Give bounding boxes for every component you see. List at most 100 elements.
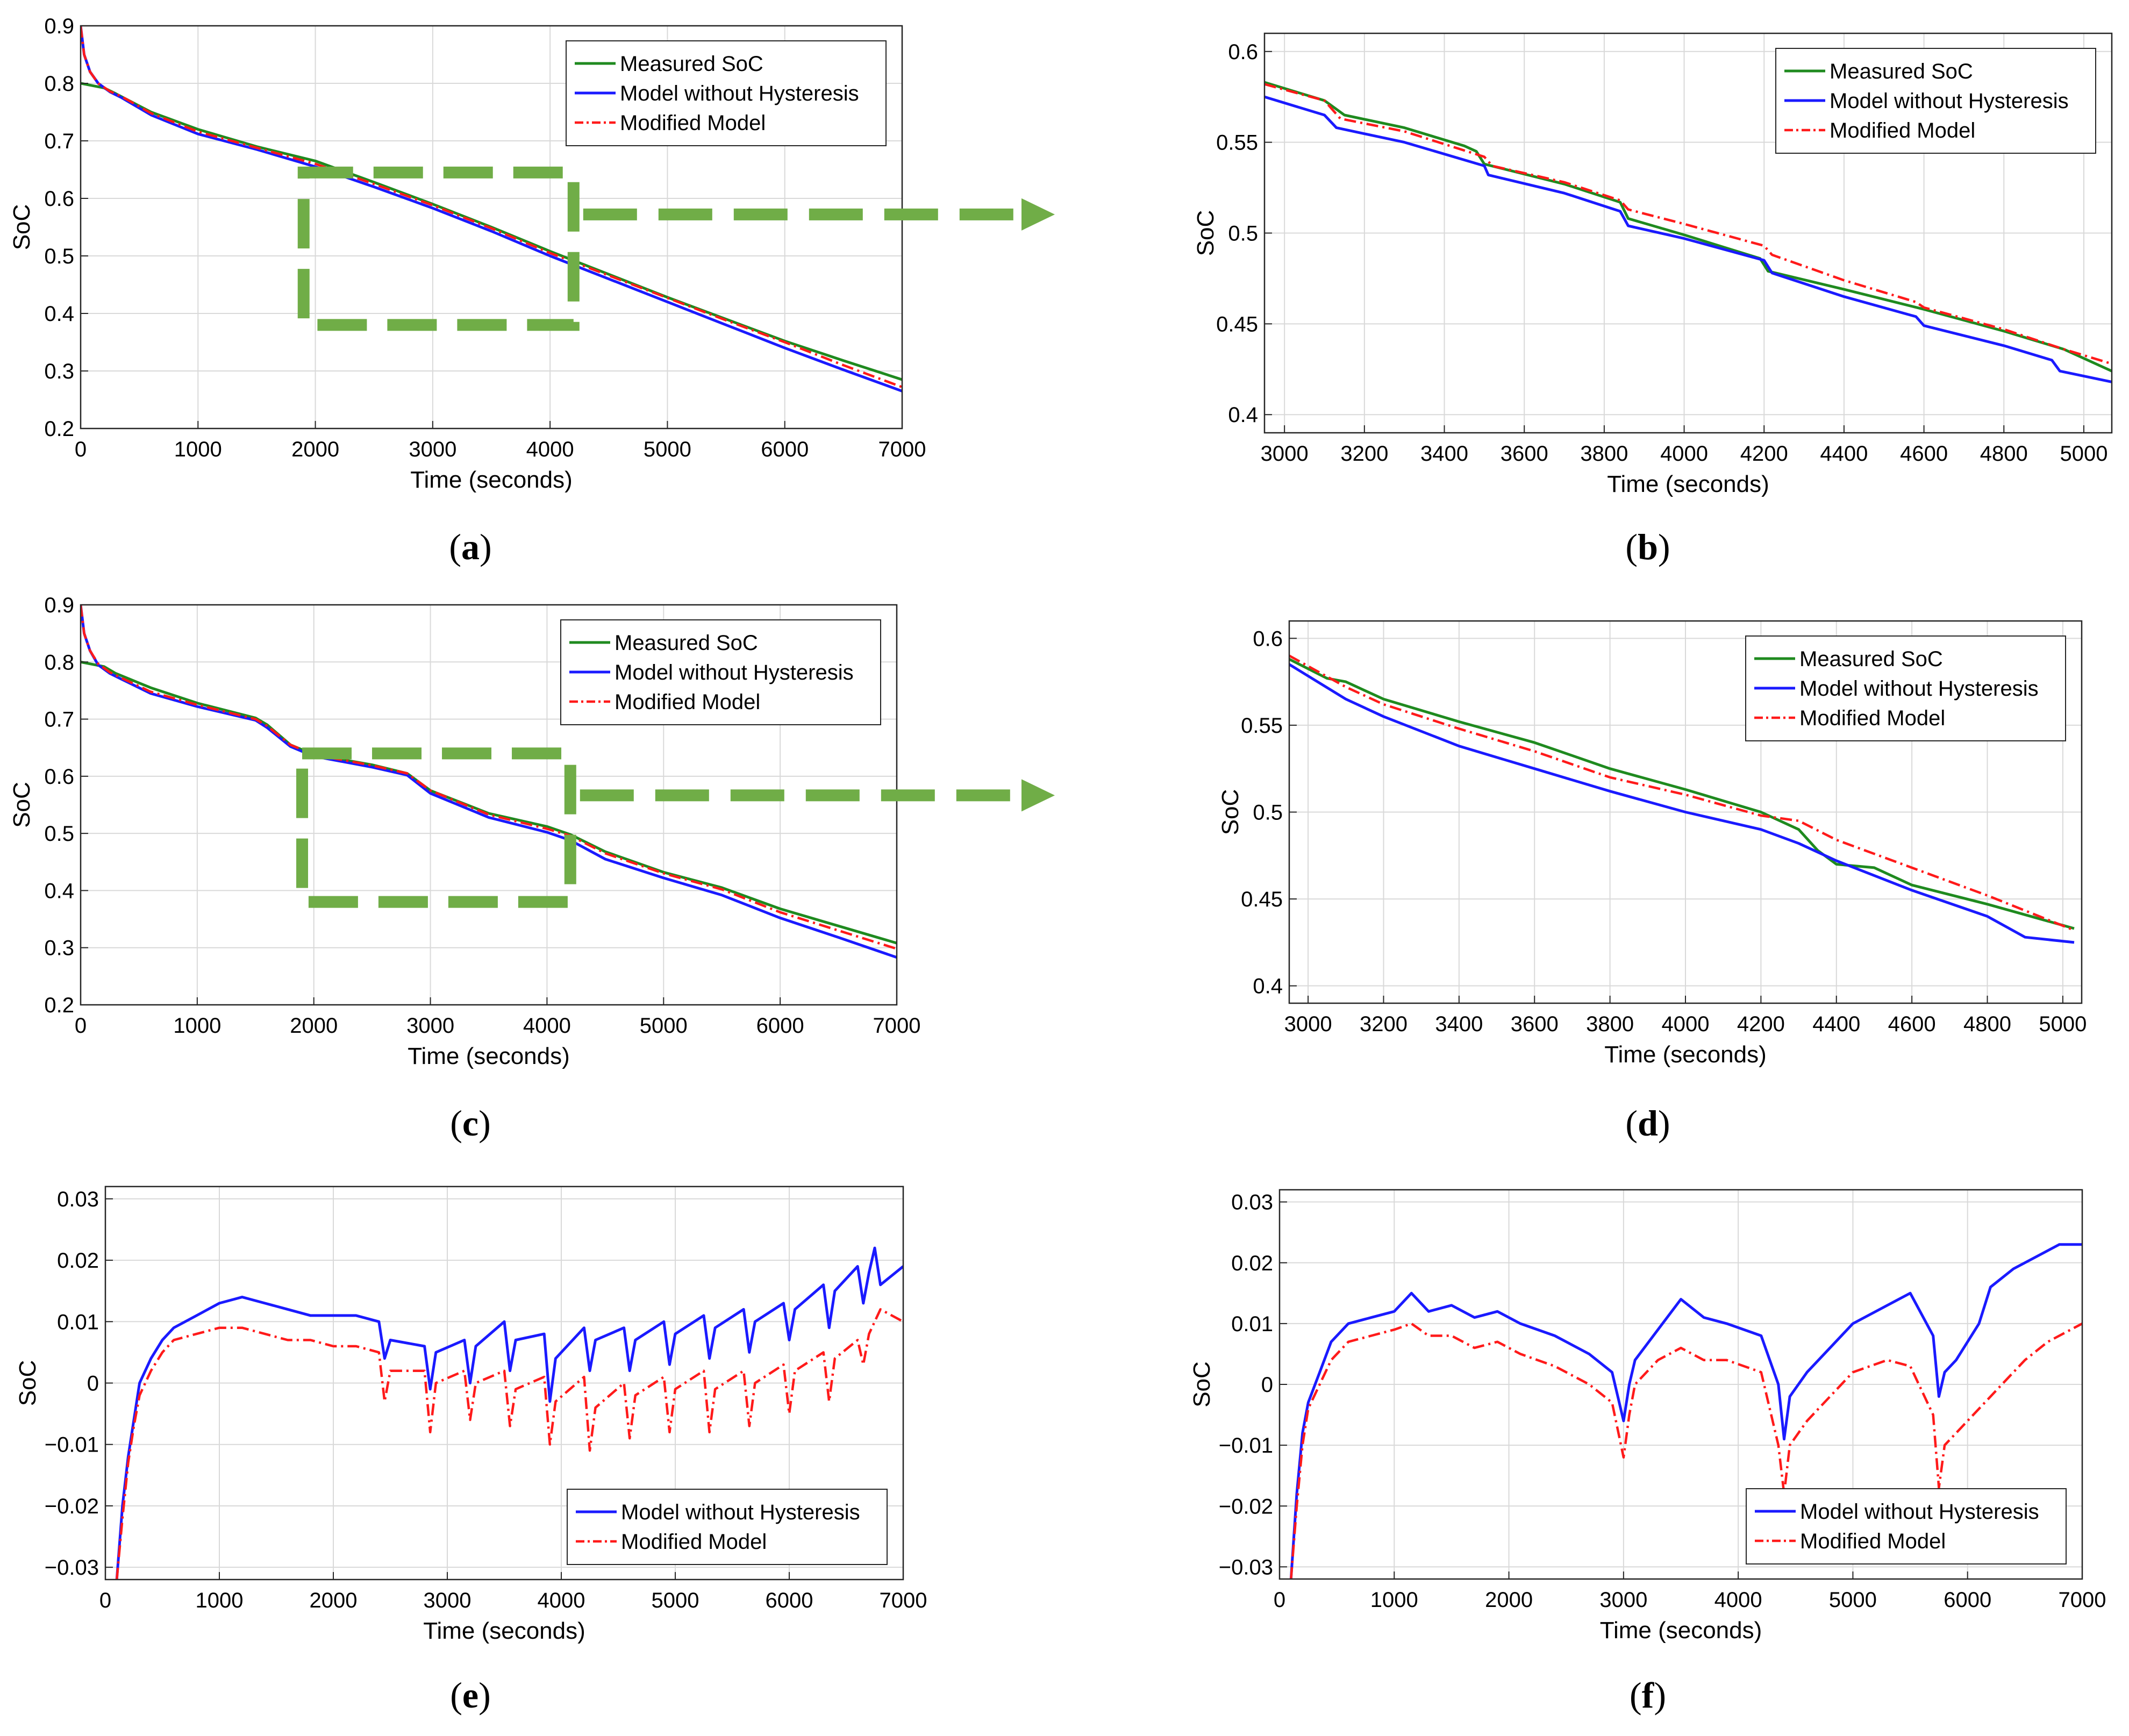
x-tick-label: 4200 xyxy=(1740,442,1788,466)
legend-box xyxy=(1745,635,2066,741)
y-tick-label: −0.01 xyxy=(1219,1434,1273,1458)
series-line-modified xyxy=(1264,83,2112,365)
x-tick-label: 0 xyxy=(99,1589,111,1612)
legend: Measured SoC Model without Hysteresis Modi… xyxy=(566,40,887,146)
panel-caption-b: (b) xyxy=(1625,526,1670,567)
legend-label: Model without Hysteresis xyxy=(1800,1500,2039,1524)
x-tick-label: 2000 xyxy=(1485,1588,1533,1612)
panel-f: 0 1000 2000 3000 4000 5000 6000 7000 −0.03 −0.02 −… xyxy=(1189,1189,2106,1644)
legend-label: Modified Model xyxy=(1800,1530,1946,1553)
y-tick-label: 0.4 xyxy=(1228,403,1258,427)
y-tick-label: 0.4 xyxy=(44,302,74,326)
caption-close-paren: ) xyxy=(478,1103,491,1144)
y-tick-label: 0.2 xyxy=(44,994,74,1017)
y-tick-label: 0.5 xyxy=(44,245,74,268)
x-tick-label: 6000 xyxy=(761,438,809,461)
caption-letter: b xyxy=(1638,526,1658,567)
x-tick-label: 4600 xyxy=(1900,442,1948,466)
legend-label: Modified Model xyxy=(620,111,766,135)
y-tick-label: 0.45 xyxy=(1216,312,1258,336)
y-tick-label: 0.01 xyxy=(1231,1312,1273,1336)
panel-b: 3000 3200 3400 3600 3800 4000 4200 4400 4600 4800… xyxy=(1192,32,2113,497)
x-tick-label: 6000 xyxy=(756,1014,804,1038)
x-tick-label: 3000 xyxy=(406,1014,454,1038)
x-tick-label: 3200 xyxy=(1340,442,1388,466)
legend-label: Model without Hysteresis xyxy=(1799,677,2039,701)
series-group xyxy=(115,1246,903,1580)
x-tick-label: 4800 xyxy=(1963,1012,2011,1036)
caption-open-paren: ( xyxy=(450,1675,462,1716)
y-tick-label: 0.45 xyxy=(1241,888,1283,911)
x-tick-label: 3400 xyxy=(1435,1012,1483,1036)
legend-box xyxy=(1746,1488,2067,1564)
x-tick-label: 1000 xyxy=(196,1589,244,1612)
caption-letter: c xyxy=(462,1103,478,1144)
y-tick-label: 0.8 xyxy=(44,651,74,674)
legend-label: Measured SoC xyxy=(620,52,763,76)
panel-caption-d: (d) xyxy=(1625,1103,1670,1144)
x-tick-label: 3600 xyxy=(1511,1012,1559,1036)
y-tick-label: 0 xyxy=(1261,1373,1273,1397)
x-tick-label: 3400 xyxy=(1420,442,1468,466)
y-tick-label: 0 xyxy=(87,1372,99,1396)
panel-d: 3000 3200 3400 3600 3800 4000 4200 4400 4600 4800… xyxy=(1217,620,2087,1068)
legend-label: Model without Hysteresis xyxy=(621,1501,860,1524)
x-tick-label: 6000 xyxy=(766,1589,813,1612)
x-tick-label: 4400 xyxy=(1812,1012,1860,1036)
series-group xyxy=(1264,81,2112,383)
x-tick-label: 3200 xyxy=(1360,1012,1408,1036)
panel-caption-e: (e) xyxy=(450,1675,491,1716)
x-tick-label: 5000 xyxy=(652,1589,699,1612)
axes-frame xyxy=(80,604,898,1006)
y-tick-label: 0.5 xyxy=(1228,222,1258,246)
y-tick-label: 0.01 xyxy=(57,1310,99,1334)
x-tick-label: 3000 xyxy=(424,1589,471,1612)
x-tick-label: 4000 xyxy=(1662,1012,1710,1036)
x-tick-label: 4600 xyxy=(1888,1012,1936,1036)
caption-close-paren: ) xyxy=(1658,1103,1670,1144)
x-tick-label: 0 xyxy=(75,438,87,461)
x-tick-label: 4000 xyxy=(538,1589,585,1612)
x-tick-label: 5000 xyxy=(1829,1588,1877,1612)
x-tick-label: 3000 xyxy=(1261,442,1309,466)
series-line-measured xyxy=(1289,658,2075,930)
x-tick-label: 3800 xyxy=(1586,1012,1634,1036)
y-tick-label: 0.6 xyxy=(44,187,74,211)
x-tick-label: 7000 xyxy=(878,438,926,461)
y-tick-label: −0.02 xyxy=(45,1495,99,1518)
legend: Measured SoC Model without Hysteresis Modi… xyxy=(560,619,881,725)
x-tick-label: 1000 xyxy=(174,438,222,461)
legend: Measured SoC Model without Hysteresis Modi… xyxy=(1775,48,2096,154)
legend-label: Measured SoC xyxy=(1830,60,1973,83)
y-axis-label: SoC xyxy=(9,782,35,828)
caption-open-paren: ( xyxy=(449,526,461,567)
panel-caption-f: (f) xyxy=(1630,1675,1666,1716)
y-axis-label: SoC xyxy=(1189,1361,1215,1408)
caption-letter: a xyxy=(461,526,480,567)
axes-frame xyxy=(80,25,903,430)
x-tick-label: 3000 xyxy=(1599,1588,1647,1612)
legend-box xyxy=(1775,48,2096,154)
x-tick-label: 2000 xyxy=(310,1589,358,1612)
x-tick-label: 4200 xyxy=(1737,1012,1785,1036)
x-tick-label: 5000 xyxy=(640,1014,688,1038)
series-line-modified xyxy=(115,1308,903,1580)
series-group xyxy=(1289,654,2075,944)
legend-label: Modified Model xyxy=(1799,706,1945,730)
legend: Model without Hysteresis Modified Model xyxy=(1746,1488,2067,1564)
y-tick-label: 0.5 xyxy=(1253,801,1283,825)
x-axis-label: Time (seconds) xyxy=(423,1618,585,1644)
y-tick-label: 0.02 xyxy=(1231,1252,1273,1275)
series-line-nohyst xyxy=(1264,95,2112,383)
x-tick-label: 4400 xyxy=(1820,442,1868,466)
y-tick-label: 0.9 xyxy=(44,594,74,617)
panel-e: 0 1000 2000 3000 4000 5000 6000 7000 −0.03 −0.02 −… xyxy=(15,1185,927,1644)
panel-a: 0 1000 2000 3000 4000 5000 6000 7000 0.2 0.3 0.4 0.… xyxy=(9,15,926,493)
grid xyxy=(1279,1190,2083,1579)
series-line-modified xyxy=(1290,1322,2082,1579)
x-tick-label: 1000 xyxy=(173,1014,221,1038)
x-tick-label: 4000 xyxy=(1660,442,1708,466)
y-tick-label: 0.7 xyxy=(44,130,74,153)
x-tick-label: 5000 xyxy=(2060,442,2107,466)
